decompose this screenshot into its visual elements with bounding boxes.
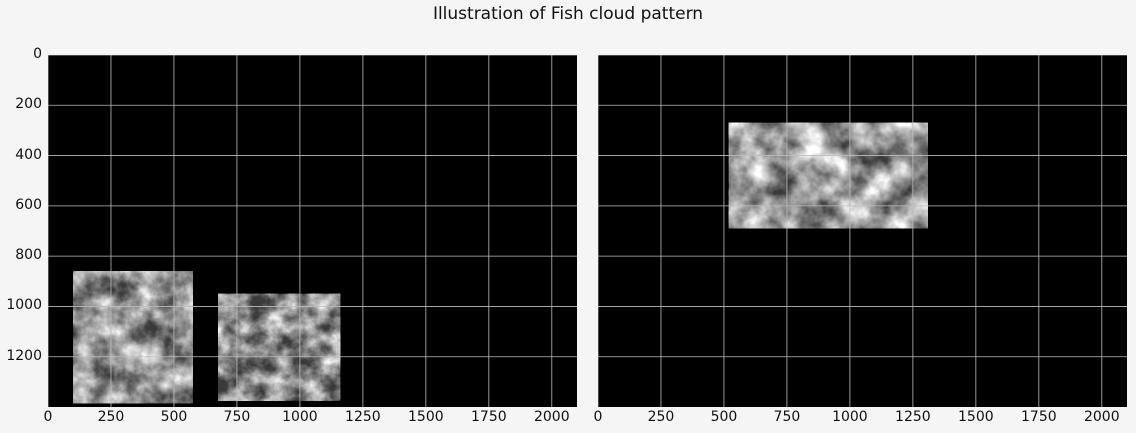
x-tick-label: 1750: [471, 409, 507, 425]
x-tick-label: 1500: [408, 409, 444, 425]
left-image-canvas: [48, 55, 577, 407]
cloud-texture-0: [73, 271, 193, 404]
cloud-texture-0: [728, 122, 928, 229]
y-tick-label: 1000: [6, 297, 42, 314]
x-tick-label: 1000: [282, 409, 318, 425]
y-tick-label: 800: [15, 247, 42, 264]
y-tick-label: 600: [15, 196, 42, 213]
x-tick-label: 750: [223, 409, 251, 425]
x-tick-label: 1250: [895, 409, 931, 425]
left-image-panel: [48, 55, 577, 407]
x-tick-label: 750: [773, 409, 801, 425]
x-tick-label: 0: [593, 409, 603, 425]
right-image-canvas: [598, 55, 1127, 407]
x-tick-label: 500: [710, 409, 738, 425]
y-tick-label: 400: [15, 146, 42, 163]
right-image-panel: [598, 55, 1127, 407]
x-tick-label: 0: [43, 409, 53, 425]
figure-title: Illustration of Fish cloud pattern: [432, 4, 704, 24]
x-tick-label: 2000: [533, 409, 570, 425]
x-tick-label: 1250: [345, 409, 381, 425]
x-tick-label: 250: [647, 409, 675, 425]
y-tick-label: 0: [33, 46, 42, 62]
x-tick-label: 1500: [958, 409, 994, 425]
x-tick-label: 2000: [1083, 409, 1120, 425]
x-tick-label: 1750: [1021, 409, 1057, 425]
x-tick-label: 250: [97, 409, 125, 425]
y-tick-label: 1200: [6, 347, 42, 364]
x-tick-label: 500: [160, 409, 188, 425]
x-tick-label: 1000: [832, 409, 868, 425]
cloud-texture-1: [218, 293, 341, 401]
y-tick-label: 200: [15, 96, 42, 113]
